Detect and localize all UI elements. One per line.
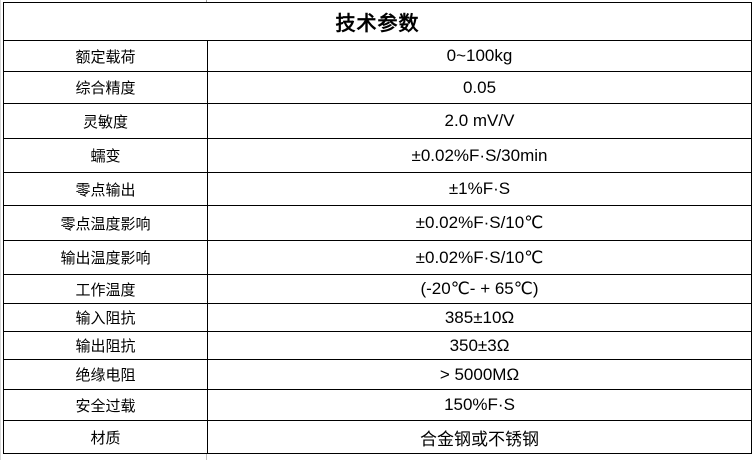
spec-value: > 5000MΩ <box>439 364 520 384</box>
spec-label: 灵敏度 <box>4 104 208 138</box>
table-row: 额定载荷 0~100kg <box>4 41 751 72</box>
spec-label: 零点输出 <box>4 173 208 205</box>
table-row: 输入阻抗 385±10Ω <box>4 304 751 332</box>
spec-value: ±1%F·S <box>448 179 511 198</box>
spec-label: 输出阻抗 <box>4 332 208 359</box>
spec-value: ±0.02%F·S/10℃ <box>415 247 544 267</box>
table-row: 输出阻抗 350±3Ω <box>4 332 751 360</box>
table-row: 零点温度影响 ±0.02%F·S/10℃ <box>4 206 751 241</box>
spec-label: 额定载荷 <box>4 41 208 71</box>
spec-label: 绝缘电阻 <box>4 360 208 389</box>
table-row: 材质 合金钢或不锈钢 <box>4 421 751 453</box>
spec-label: 输出温度影响 <box>4 241 208 274</box>
table-row: 绝缘电阻 > 5000MΩ <box>4 360 751 390</box>
spec-table-body: 额定载荷 0~100kg 综合精度 0.05 灵敏度 2.0 mV/V 蠕变 ±0.02%F·… <box>4 41 751 453</box>
spec-label: 输入阻抗 <box>4 304 208 331</box>
table-row: 零点输出 ±1%F·S <box>4 173 751 206</box>
spec-value: 0.05 <box>462 77 497 97</box>
table-row: 工作温度 (-20℃- + 65℃) <box>4 275 751 304</box>
spec-table: 技术参数 额定载荷 0~100kg 综合精度 0.05 灵敏度 2.0 mV/V 蠕变 ±0.… <box>3 2 752 454</box>
spec-value: 0~100kg <box>446 46 513 65</box>
table-row: 灵敏度 2.0 mV/V <box>4 104 751 139</box>
table-row: 安全过载 150%F·S <box>4 390 751 421</box>
spec-value: 385±10Ω <box>444 307 515 327</box>
table-title: 技术参数 <box>4 3 751 41</box>
spec-value: 合金钢或不锈钢 <box>420 429 539 449</box>
cropped-divider-top <box>206 0 207 2</box>
spec-label: 安全过载 <box>4 390 208 420</box>
spec-value: 350±3Ω <box>449 335 510 355</box>
cropped-divider-bottom <box>206 454 207 460</box>
table-row: 综合精度 0.05 <box>4 72 751 104</box>
spec-value: 150%F·S <box>444 395 515 414</box>
spec-value: (-20℃- + 65℃) <box>420 279 539 298</box>
spec-label: 工作温度 <box>4 275 208 303</box>
spec-label: 综合精度 <box>4 72 208 103</box>
table-row: 输出温度影响 ±0.02%F·S/10℃ <box>4 241 751 275</box>
spec-label: 蠕变 <box>4 139 208 172</box>
spec-value: ±0.02%F·S/10℃ <box>415 213 544 232</box>
spec-label: 零点温度影响 <box>4 206 208 240</box>
table-row: 蠕变 ±0.02%F·S/30min <box>4 139 751 173</box>
page-edge-line <box>0 0 1 460</box>
spec-value: ±0.02%F·S/30min <box>411 145 548 165</box>
spec-value: 2.0 mV/V <box>444 111 515 130</box>
spec-label: 材质 <box>4 421 208 453</box>
